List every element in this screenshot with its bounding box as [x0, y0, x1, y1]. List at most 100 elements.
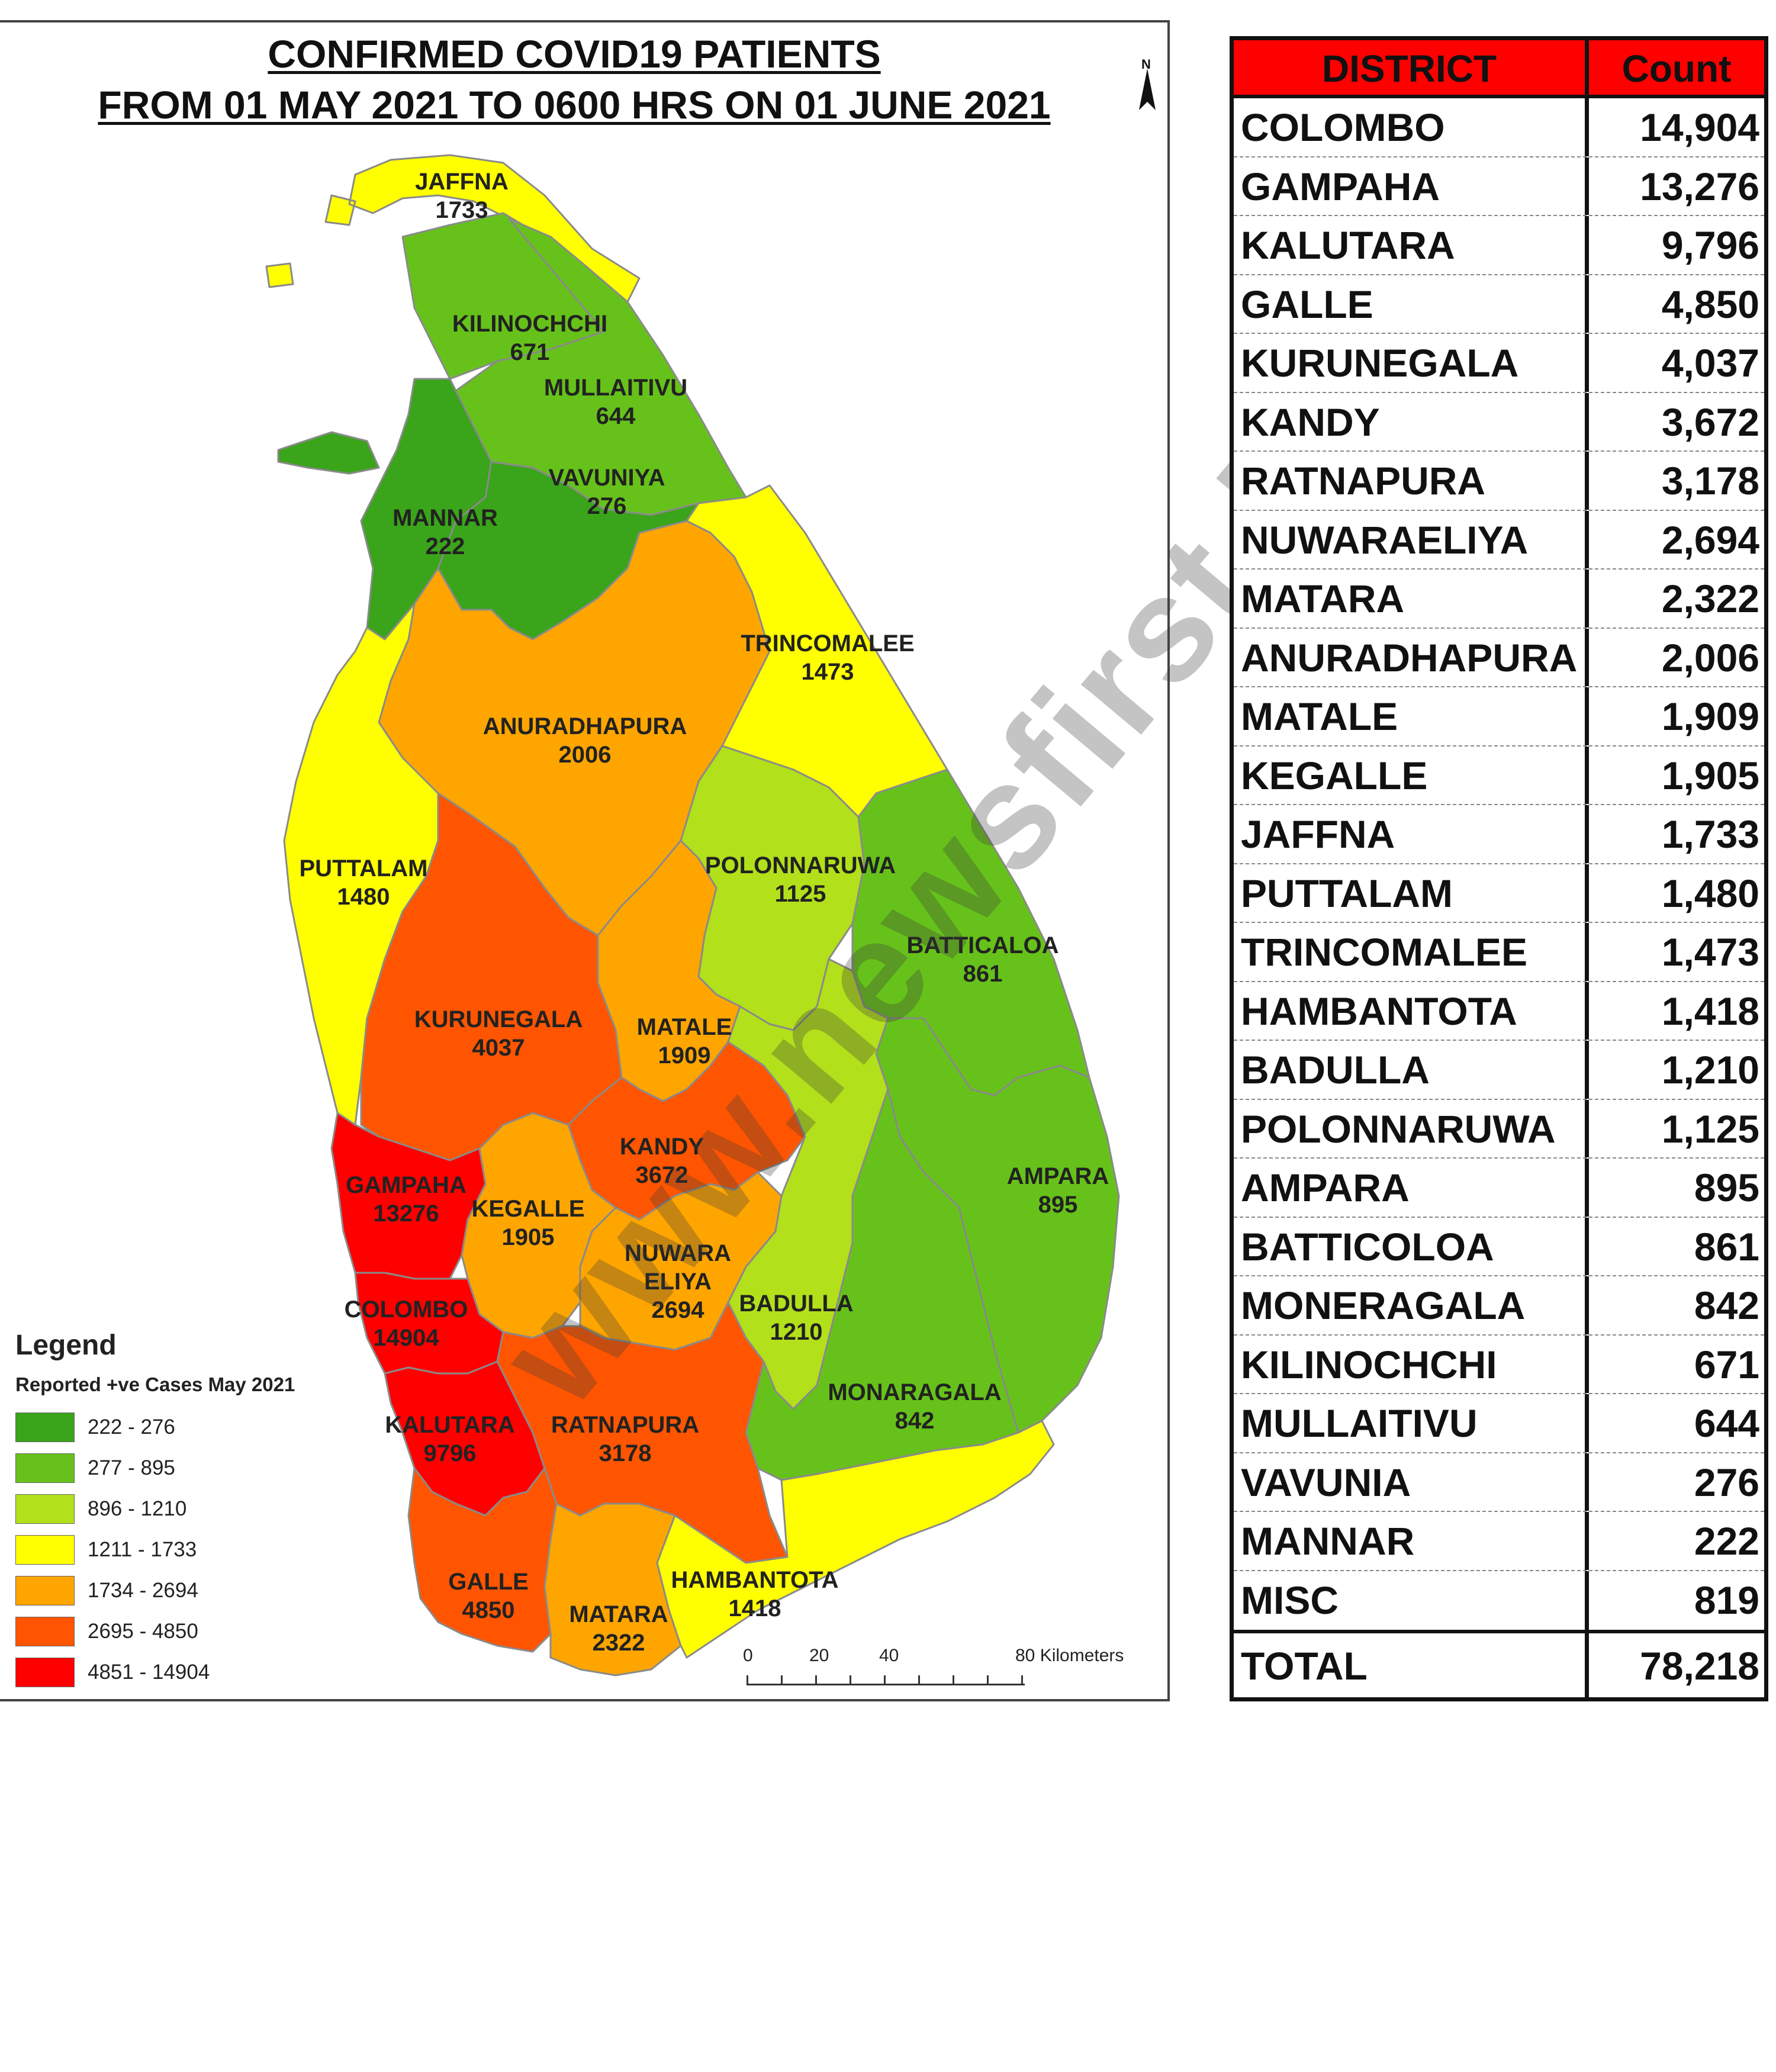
district-name-cell: VAVUNIA	[1234, 1453, 1589, 1511]
map-label-mannar-name: MANNAR	[392, 505, 498, 531]
district-name-cell: NUWARAELIYA	[1234, 510, 1589, 568]
district-count-cell: 895	[1694, 1166, 1759, 1209]
legend-swatch	[15, 1534, 75, 1565]
district-count-cell: 1,125	[1661, 1106, 1759, 1151]
scale-label-0: 0	[743, 1646, 753, 1665]
district-count-cell: 2,694	[1661, 517, 1759, 562]
legend-row: 4851 - 14904	[15, 1652, 359, 1693]
table-row: BATTICOLOA 861	[1234, 1217, 1764, 1276]
map-label-trincomalee-count: 1473	[802, 659, 854, 685]
map-label-ampara-count: 895	[1038, 1192, 1078, 1218]
map-label-colombo-count: 14904	[373, 1325, 439, 1351]
district-name-cell: MISC	[1234, 1571, 1589, 1630]
district-name-cell: MANNAR	[1234, 1512, 1589, 1570]
table-row: KILINOCHCHI 671	[1234, 1335, 1764, 1394]
legend-swatch	[15, 1616, 75, 1646]
map-label-gampaha-count: 13276	[373, 1201, 439, 1227]
legend-range: 896 - 1210	[88, 1497, 187, 1520]
district-name-cell: AMPARA	[1234, 1159, 1589, 1217]
map-label-kegalle-name: KEGALLE	[471, 1196, 584, 1222]
district-matara[interactable]	[543, 1502, 682, 1677]
map-title-line1: CONFIRMED COVID19 PATIENTS	[268, 32, 881, 76]
district-name-cell: MATARA	[1234, 570, 1589, 628]
district-name-cell: MATALE	[1234, 687, 1589, 745]
map-label-badulla-name: BADULLA	[739, 1291, 853, 1317]
district-count-cell: 276	[1694, 1460, 1759, 1504]
north-arrow-icon	[1139, 69, 1156, 110]
scale-line	[747, 1684, 1025, 1685]
district-name-cell: POLONNARUWA	[1234, 1099, 1589, 1157]
district-name-cell: ANURADHAPURA	[1234, 628, 1589, 686]
legend-subtitle: Reported +ve Cases May 2021	[15, 1373, 295, 1395]
legend-row: 1211 - 1733	[15, 1529, 359, 1570]
district-name-cell: MULLAITIVU	[1234, 1394, 1589, 1452]
district-name-cell: KURUNEGALA	[1234, 334, 1589, 392]
district-count-cell: 2,322	[1661, 577, 1759, 620]
map-label-mannar-count: 222	[426, 533, 465, 559]
table-row: KALUTARA 9,796	[1234, 216, 1764, 275]
table-row: MANNAR 222	[1234, 1512, 1764, 1571]
district-count-cell: 9,796	[1661, 223, 1759, 267]
table-row: AMPARA 895	[1234, 1159, 1764, 1218]
legend-range: 277 - 895	[88, 1456, 175, 1479]
map-label-batticaloa-count: 861	[963, 961, 1003, 987]
legend-range: 2695 - 4850	[88, 1619, 198, 1643]
district-name-cell: MONERAGALA	[1234, 1276, 1589, 1334]
district-count-cell: 1,905	[1661, 753, 1759, 797]
map-label-kalutara-count: 9796	[424, 1440, 477, 1466]
map-label-matale-name: MATALE	[637, 1014, 732, 1040]
district-count-cell: 2,006	[1661, 635, 1759, 680]
district-name-cell: HAMBANTOTA	[1234, 982, 1589, 1040]
table-row: POLONNARUWA 1,125	[1234, 1099, 1764, 1159]
scale-tick	[987, 1675, 989, 1685]
map-label-ampara-name: AMPARA	[1007, 1163, 1109, 1189]
map-label-batticaloa-name: BATTICALOA	[907, 932, 1059, 958]
total-label: TOTAL	[1234, 1633, 1589, 1700]
legend-range: 1734 - 2694	[88, 1578, 198, 1602]
district-name-cell: KILINOCHCHI	[1234, 1335, 1589, 1393]
map-label-kalutara-name: KALUTARA	[385, 1412, 514, 1438]
map-label-trincomalee-name: TRINCOMALEE	[741, 630, 914, 657]
district-count-cell: 1,210	[1661, 1048, 1759, 1092]
scale-bar: 0 20 40 80 Kilometers	[743, 1646, 1157, 1697]
map-label-polonnaruwa-count: 1125	[775, 881, 826, 907]
legend-range: 4851 - 14904	[88, 1660, 210, 1684]
map-label-kurunegala-count: 4037	[472, 1035, 525, 1061]
map-label-nuwara-eliya-name: NUWARA	[625, 1240, 731, 1266]
table-row: PUTTALAM 1,480	[1234, 864, 1764, 923]
district-name-cell: COLOMBO	[1234, 98, 1589, 156]
map-label-vavuniya-count: 276	[587, 493, 627, 519]
map-label-kandy-count: 3672	[636, 1162, 688, 1188]
district-hambantota[interactable]	[656, 1420, 1055, 1659]
map-label-ratnapura-name: RATNAPURA	[551, 1412, 699, 1438]
map-label-monaragala-count: 842	[895, 1408, 935, 1434]
map-legend: Legend Reported +ve Cases May 2021 222 -…	[15, 1329, 359, 1693]
table-row: TRINCOMALEE 1,473	[1234, 923, 1764, 982]
legend-row: 277 - 895	[15, 1447, 359, 1488]
table-row: JAFFNA 1,733	[1234, 805, 1764, 864]
district-name-cell: PUTTALAM	[1234, 864, 1589, 922]
scale-tick	[815, 1675, 817, 1685]
district-count-cell: 1,909	[1661, 694, 1759, 738]
district-name-cell: BATTICOLOA	[1234, 1217, 1589, 1275]
table-row: MONERAGALA 842	[1234, 1276, 1764, 1336]
district-count-cell: 1,480	[1661, 871, 1759, 915]
map-label-kegalle-count: 1905	[502, 1224, 555, 1250]
map-label-galle-name: GALLE	[448, 1569, 529, 1595]
table-row: MISC 819	[1234, 1571, 1764, 1630]
table-row: ANURADHAPURA 2,006	[1234, 628, 1764, 687]
table-row: KURUNEGALA 4,037	[1234, 334, 1764, 393]
legend-row: 222 - 276	[15, 1407, 359, 1447]
table-row: BADULLA 1,210	[1234, 1041, 1764, 1100]
map-label-mullaitivu-count: 644	[596, 403, 636, 429]
table-row: KEGALLE 1,905	[1234, 746, 1764, 805]
district-name-cell: JAFFNA	[1234, 805, 1589, 863]
table-total-row: TOTAL 78,218	[1234, 1630, 1764, 1700]
district-count-cell: 1,733	[1661, 812, 1759, 856]
map-label-jaffna-count: 1733	[436, 197, 488, 223]
district-name-cell: KALUTARA	[1234, 216, 1589, 274]
district-name-cell: KANDY	[1234, 392, 1589, 451]
legend-swatch	[15, 1575, 75, 1606]
map-label-polonnaruwa-name: POLONNARUWA	[705, 852, 896, 879]
district-count-cell: 13,276	[1640, 164, 1759, 208]
